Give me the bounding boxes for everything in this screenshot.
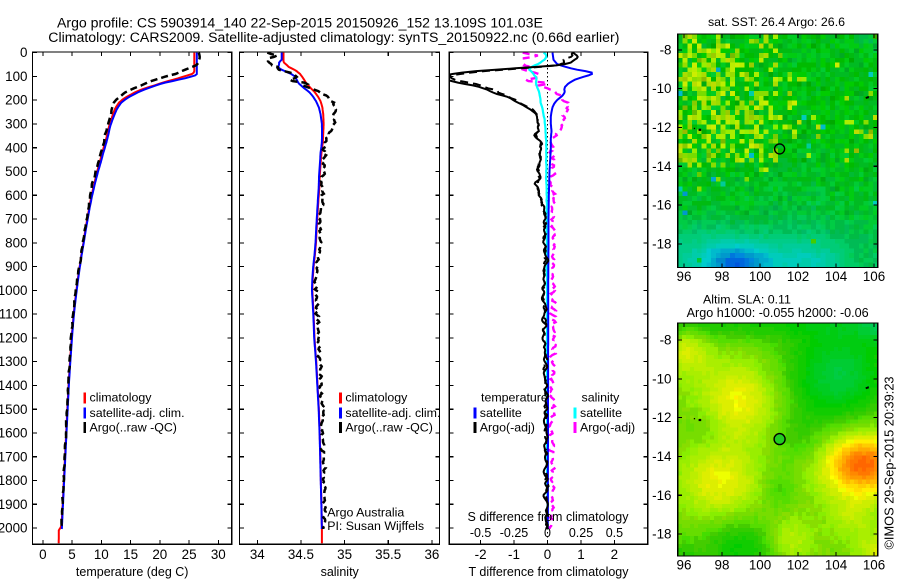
svg-text:200: 200 [5, 93, 27, 108]
svg-text:1800: 1800 [0, 473, 28, 488]
svg-text:106: 106 [863, 558, 885, 573]
svg-text:15: 15 [123, 547, 138, 562]
svg-text:98: 98 [715, 269, 730, 284]
svg-text:96: 96 [677, 558, 692, 573]
svg-text:-18: -18 [652, 527, 671, 542]
svg-text:104: 104 [825, 269, 848, 284]
svg-text:35: 35 [337, 547, 352, 562]
svg-text:-12: -12 [652, 410, 671, 425]
svg-text:Argo(-adj): Argo(-adj) [480, 421, 535, 435]
svg-text:2000: 2000 [0, 521, 28, 536]
svg-text:©IMOS 29-Sep-2015 20:39:23: ©IMOS 29-Sep-2015 20:39:23 [882, 376, 897, 549]
svg-text:Altim. SLA: 0.11: Altim. SLA: 0.11 [703, 292, 791, 306]
svg-text:1600: 1600 [0, 426, 28, 441]
svg-text:0: 0 [544, 526, 551, 540]
svg-text:-12: -12 [652, 120, 671, 135]
svg-text:-16: -16 [652, 488, 671, 503]
svg-text:-14: -14 [652, 159, 672, 174]
svg-text:100: 100 [749, 269, 771, 284]
svg-text:1200: 1200 [0, 330, 28, 345]
svg-text:-18: -18 [652, 236, 671, 251]
svg-text:35.5: 35.5 [375, 547, 401, 562]
svg-text:1900: 1900 [0, 497, 28, 512]
svg-text:Argo(-adj): Argo(-adj) [580, 421, 635, 435]
svg-text:1: 1 [577, 547, 584, 562]
svg-text:Argo(..raw -QC): Argo(..raw -QC) [345, 421, 432, 435]
svg-text:1400: 1400 [0, 378, 28, 393]
svg-text:-0.25: -0.25 [500, 526, 529, 540]
svg-text:-8: -8 [660, 42, 672, 57]
svg-text:0: 0 [39, 547, 46, 562]
svg-text:Argo profile: CS 5903914_140 2: Argo profile: CS 5903914_140 22-Sep-2015… [57, 15, 543, 31]
svg-text:800: 800 [5, 235, 27, 250]
svg-text:400: 400 [5, 140, 27, 155]
svg-text:T difference from climatology: T difference from climatology [468, 565, 629, 579]
svg-text:500: 500 [5, 164, 27, 179]
svg-text:2: 2 [611, 547, 618, 562]
svg-text:1000: 1000 [0, 283, 28, 298]
svg-text:-0.5: -0.5 [470, 526, 492, 540]
svg-text:1300: 1300 [0, 354, 28, 369]
svg-text:-10: -10 [652, 371, 671, 386]
svg-text:600: 600 [5, 188, 27, 203]
svg-text:1700: 1700 [0, 449, 28, 464]
svg-text:100: 100 [5, 69, 27, 84]
svg-text:satellite: satellite [580, 406, 622, 420]
svg-text:satellite: satellite [480, 406, 522, 420]
svg-text:-16: -16 [652, 198, 671, 213]
svg-text:Argo(..raw -QC): Argo(..raw -QC) [90, 421, 177, 435]
svg-text:S difference from climatology: S difference from climatology [468, 510, 630, 524]
svg-text:Climatology: CARS2009. Satelli: Climatology: CARS2009. Satellite-adjuste… [48, 29, 619, 45]
svg-text:PI: Susan Wijffels: PI: Susan Wijffels [327, 519, 424, 533]
svg-text:-10: -10 [652, 81, 671, 96]
svg-text:30: 30 [211, 547, 226, 562]
svg-text:36: 36 [424, 547, 439, 562]
svg-text:salinity: salinity [582, 391, 621, 405]
svg-text:0: 0 [20, 45, 27, 60]
svg-text:0.5: 0.5 [606, 526, 623, 540]
svg-text:20: 20 [152, 547, 167, 562]
svg-text:900: 900 [5, 259, 27, 274]
svg-text:98: 98 [715, 558, 730, 573]
svg-text:102: 102 [787, 558, 809, 573]
svg-text:Argo Australia: Argo Australia [327, 506, 404, 520]
svg-text:-8: -8 [660, 333, 672, 348]
svg-text:temperature: temperature [481, 391, 548, 405]
svg-text:34.5: 34.5 [288, 547, 314, 562]
svg-text:106: 106 [863, 269, 885, 284]
svg-text:climatology: climatology [90, 391, 153, 405]
svg-text:climatology: climatology [345, 391, 408, 405]
svg-text:temperature (deg C): temperature (deg C) [76, 565, 189, 579]
svg-text:-2: -2 [475, 547, 487, 562]
svg-text:-14: -14 [652, 449, 672, 464]
svg-text:5: 5 [68, 547, 75, 562]
svg-text:-1: -1 [508, 547, 520, 562]
svg-text:102: 102 [787, 269, 809, 284]
svg-text:0.25: 0.25 [569, 526, 593, 540]
svg-text:96: 96 [677, 269, 692, 284]
svg-text:104: 104 [825, 558, 848, 573]
svg-text:satellite-adj. clim.: satellite-adj. clim. [345, 406, 440, 420]
svg-text:1500: 1500 [0, 402, 28, 417]
svg-text:10: 10 [94, 547, 109, 562]
svg-text:34: 34 [250, 547, 265, 562]
svg-text:salinity: salinity [321, 565, 360, 579]
svg-text:1100: 1100 [0, 307, 28, 322]
svg-text:Argo h1000: -0.055 h2000: -0.0: Argo h1000: -0.055 h2000: -0.06 [687, 306, 869, 320]
svg-text:700: 700 [5, 212, 27, 227]
svg-text:25: 25 [182, 547, 197, 562]
svg-text:100: 100 [749, 558, 771, 573]
svg-text:0: 0 [544, 547, 551, 562]
svg-text:satellite-adj. clim.: satellite-adj. clim. [90, 406, 185, 420]
svg-text:300: 300 [5, 117, 27, 132]
svg-text:sat. SST: 26.4 Argo: 26.6: sat. SST: 26.4 Argo: 26.6 [708, 15, 845, 29]
